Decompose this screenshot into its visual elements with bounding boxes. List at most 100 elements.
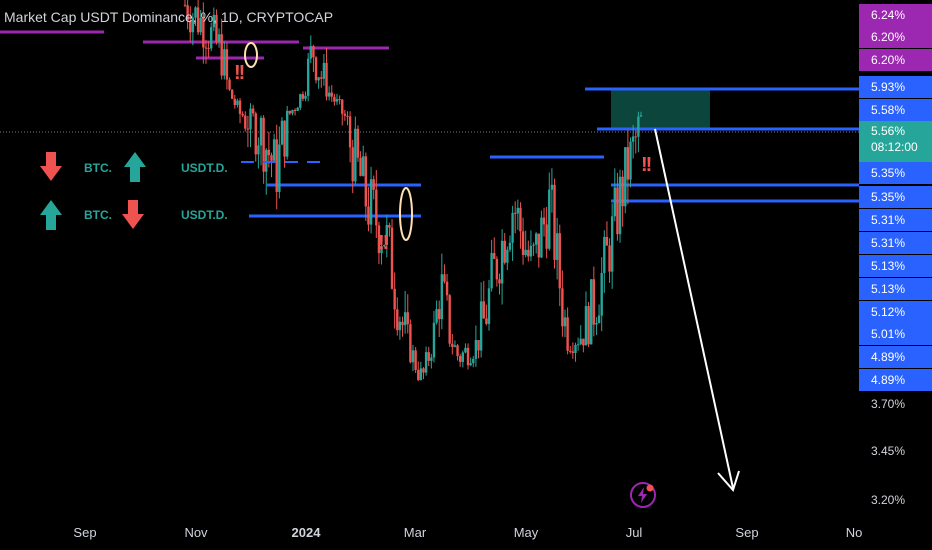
candle — [555, 217, 559, 280]
x-tick-label: Sep — [735, 525, 759, 540]
candle — [453, 340, 457, 348]
candle — [631, 124, 635, 159]
candle — [186, 0, 189, 30]
target-zone — [611, 89, 710, 129]
price-tag: 4.89% — [859, 346, 932, 368]
candle — [317, 76, 320, 89]
candle — [312, 44, 315, 72]
candle — [189, 6, 192, 43]
candle — [241, 111, 244, 118]
projection-arrow-line[interactable] — [654, 128, 734, 489]
price-tag: 4.89% — [859, 369, 932, 391]
candle — [621, 170, 624, 227]
candle — [466, 343, 470, 370]
candle — [519, 202, 522, 249]
candle — [448, 294, 451, 347]
x-tick-label: Sep — [73, 525, 97, 540]
candle — [474, 325, 478, 367]
candle — [561, 270, 564, 337]
legend-btc-label: BTC. — [84, 208, 112, 222]
candle — [550, 168, 554, 213]
candle — [244, 111, 247, 132]
price-tag: 5.13% — [859, 255, 932, 277]
candle — [233, 94, 236, 109]
lightning-icon[interactable] — [629, 481, 657, 509]
candle — [626, 130, 630, 205]
candle — [576, 337, 580, 351]
candle — [401, 316, 404, 337]
legend-usdtd-label: USDT.D. — [181, 208, 228, 222]
candle — [414, 347, 417, 373]
candle — [327, 86, 331, 101]
candle — [571, 342, 575, 359]
price-tag: 5.56% 08:12:00 — [859, 121, 932, 162]
candle — [542, 207, 546, 237]
candle — [624, 147, 627, 214]
candle — [597, 304, 601, 324]
candle — [356, 125, 360, 162]
chart-title: Market Cap USDT Dominance, %, 1D, CRYPTO… — [4, 9, 334, 25]
candle — [456, 343, 459, 361]
candle — [299, 93, 302, 111]
candle — [259, 115, 263, 166]
candle — [490, 239, 493, 292]
price-tag: 5.13% — [859, 278, 932, 300]
candle — [375, 169, 378, 239]
candle — [579, 325, 582, 346]
candle — [566, 307, 569, 355]
candle — [563, 309, 567, 338]
candle — [333, 93, 336, 106]
candle — [210, 22, 213, 52]
candle — [246, 115, 250, 148]
price-tag: 5.01% — [859, 323, 932, 345]
candle — [637, 111, 640, 153]
candle — [532, 242, 535, 256]
candle — [529, 230, 533, 261]
candle — [385, 214, 388, 258]
candle — [212, 7, 216, 32]
candle — [558, 224, 561, 307]
candle — [382, 244, 386, 248]
candle — [228, 77, 231, 91]
price-tag: 5.93% — [859, 76, 932, 98]
candle — [335, 93, 339, 105]
candle — [236, 98, 239, 108]
candle — [618, 169, 622, 243]
candle — [306, 52, 310, 102]
price-tag: 5.31% — [859, 209, 932, 231]
candle — [503, 233, 506, 265]
price-tag: 5.35% — [859, 186, 932, 208]
candle — [610, 203, 614, 289]
candle — [251, 104, 255, 117]
candle — [445, 273, 449, 301]
warning-exclamation-icon: !! — [234, 62, 245, 84]
candle — [286, 105, 289, 160]
candle — [380, 237, 383, 265]
candle — [427, 346, 430, 367]
projection-arrowhead — [717, 470, 740, 492]
candle — [325, 47, 328, 101]
candle — [291, 109, 294, 116]
candle — [479, 282, 483, 358]
candle — [346, 111, 349, 126]
price-tag: 6.20% — [859, 26, 932, 48]
candle — [419, 361, 423, 381]
candle — [265, 147, 268, 195]
candle — [451, 333, 454, 355]
price-tag: 5.12% — [859, 301, 932, 323]
candle — [194, 6, 197, 26]
highlight-ellipse — [244, 42, 258, 68]
candle — [461, 350, 464, 368]
candle — [369, 166, 373, 234]
candle — [608, 238, 611, 283]
candle — [409, 319, 412, 364]
x-tick-label: Nov — [184, 525, 208, 540]
candle — [390, 218, 394, 290]
warning-exclamation-icon: !! — [641, 154, 652, 176]
candle — [613, 168, 616, 222]
candle — [443, 264, 446, 284]
candle — [616, 172, 619, 241]
candle — [202, 2, 205, 64]
candle — [341, 99, 344, 126]
